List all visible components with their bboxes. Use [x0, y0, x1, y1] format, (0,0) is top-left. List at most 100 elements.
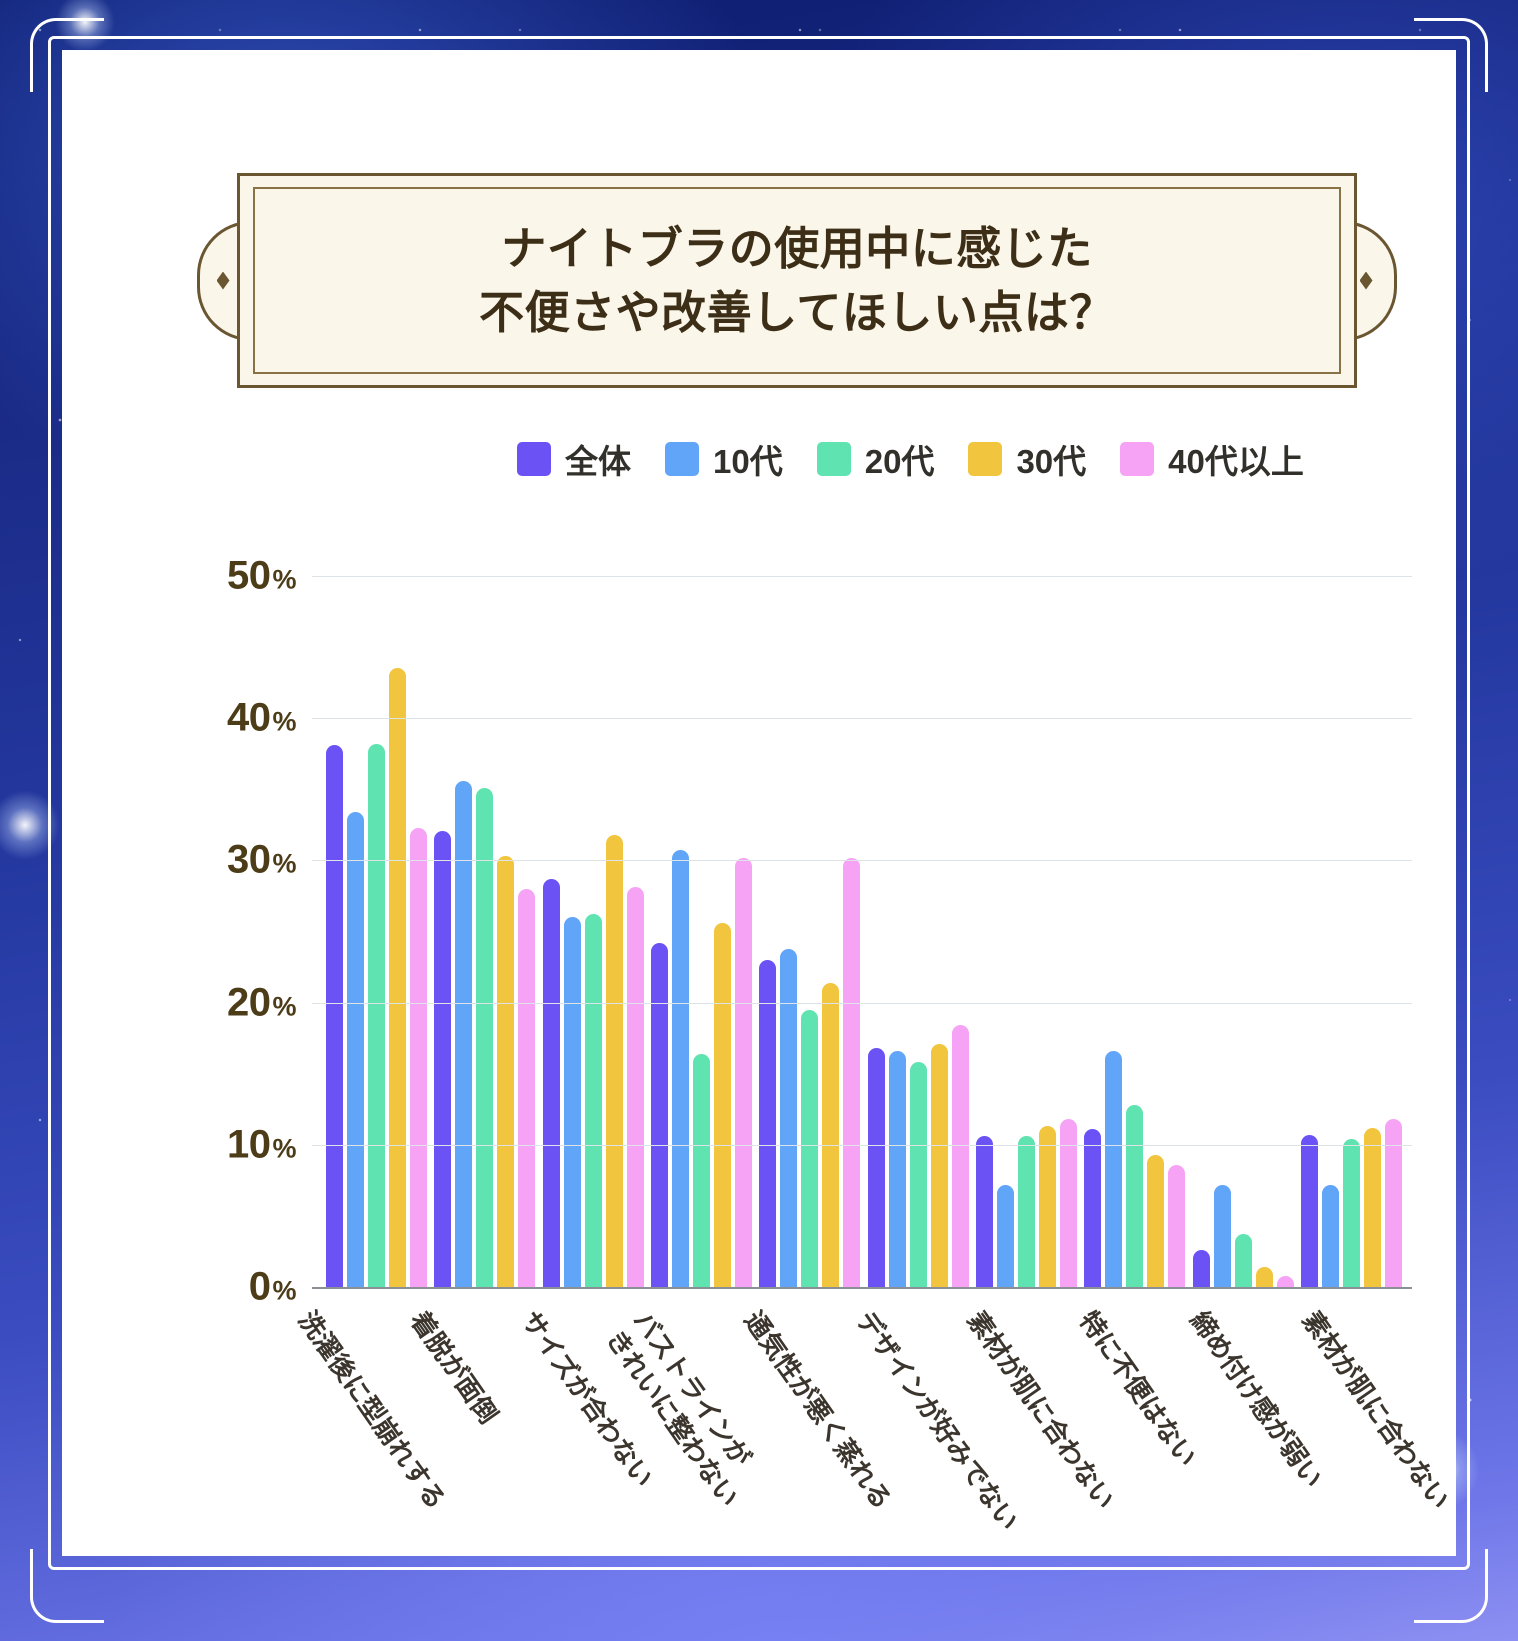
legend-label: 全体: [565, 443, 631, 480]
bar-7-3[interactable]: [1147, 1154, 1165, 1287]
bar-0-0[interactable]: [326, 745, 343, 1287]
bar-5-4[interactable]: [951, 1025, 969, 1287]
bar-1-3[interactable]: [497, 856, 515, 1287]
bar-5-3[interactable]: [930, 1043, 948, 1287]
bar-1-0[interactable]: [434, 830, 452, 1287]
bar-1-2[interactable]: [476, 787, 494, 1287]
bar-8-2[interactable]: [1234, 1234, 1252, 1287]
corner-ornament-top-left: [30, 18, 104, 92]
bar-0-4[interactable]: [410, 827, 427, 1287]
x-axis-label-1: 着脱が面倒: [403, 1305, 504, 1430]
chart-legend: 全体 10代 20代 30代 40代以上: [517, 435, 1304, 483]
x-axis-label-line: 特に不便はない: [1073, 1305, 1203, 1472]
bar-groups: [312, 505, 1412, 1287]
bar-chart: 0% 10% 20% 30% 40% 50%: [182, 505, 1412, 1309]
bar-7-4[interactable]: [1168, 1164, 1186, 1287]
bar-3-2[interactable]: [692, 1053, 710, 1287]
bar-4-0[interactable]: [759, 959, 777, 1287]
x-axis-label-line: 素材が肌に合わない: [1296, 1305, 1455, 1515]
plaque-inner-border: [253, 187, 1341, 374]
bar-3-0[interactable]: [650, 942, 668, 1287]
x-axis-label-7: 特に不便はない: [1072, 1305, 1203, 1473]
bar-8-3[interactable]: [1255, 1267, 1273, 1287]
plot-area: [312, 505, 1412, 1305]
bar-0-1[interactable]: [347, 812, 364, 1287]
bar-8-1[interactable]: [1213, 1184, 1231, 1287]
bar-4-4[interactable]: [843, 857, 861, 1287]
y-axis-tick-30: 30%: [226, 837, 297, 882]
bar-group-6: [975, 505, 1077, 1287]
bar-6-0[interactable]: [975, 1136, 993, 1287]
y-axis-tick-10: 10%: [226, 1122, 297, 1167]
y-axis-tick-50: 50%: [226, 553, 297, 598]
bar-8-0[interactable]: [1192, 1250, 1210, 1287]
bar-1-1[interactable]: [455, 780, 473, 1287]
legend-label: 40代以上: [1168, 443, 1304, 480]
bar-6-2[interactable]: [1017, 1136, 1035, 1287]
bar-3-3[interactable]: [713, 922, 731, 1287]
legend-item-3[interactable]: 30代: [968, 435, 1086, 483]
gridline-20: [312, 1002, 1412, 1004]
bar-group-0: [326, 505, 427, 1287]
bar-5-1[interactable]: [888, 1050, 906, 1287]
bar-4-1[interactable]: [780, 948, 798, 1287]
bar-group-4: [759, 505, 861, 1287]
y-axis-labels: 0% 10% 20% 30% 40% 50%: [182, 505, 302, 1309]
bar-2-2[interactable]: [584, 914, 602, 1287]
bar-7-1[interactable]: [1105, 1050, 1123, 1287]
bar-0-3[interactable]: [389, 668, 406, 1287]
corner-ornament-top-right: [1414, 18, 1488, 92]
corner-ornament-bottom-left: [30, 1549, 104, 1623]
bar-group-1: [434, 505, 536, 1287]
gridline-40: [312, 718, 1412, 720]
y-axis-tick-20: 20%: [226, 980, 297, 1025]
legend-item-4[interactable]: 40代以上: [1120, 435, 1304, 483]
y-axis-tick-40: 40%: [226, 695, 297, 740]
bar-9-0[interactable]: [1300, 1134, 1318, 1287]
bar-0-2[interactable]: [368, 743, 385, 1287]
bar-3-1[interactable]: [671, 850, 689, 1287]
bar-9-1[interactable]: [1321, 1184, 1339, 1287]
bar-group-5: [867, 505, 969, 1287]
bar-5-0[interactable]: [867, 1048, 885, 1287]
bar-9-2[interactable]: [1342, 1139, 1360, 1287]
bar-1-4[interactable]: [518, 888, 536, 1287]
gridline-30: [312, 860, 1412, 862]
legend-label: 30代: [1016, 443, 1087, 480]
bar-3-4[interactable]: [734, 857, 752, 1287]
title-plaque: ナイトブラの使用中に感じた 不便さや改善してほしい点は？: [197, 173, 1397, 388]
bar-2-3[interactable]: [605, 834, 623, 1287]
bar-9-3[interactable]: [1363, 1127, 1381, 1287]
bar-6-4[interactable]: [1059, 1119, 1077, 1287]
bar-6-1[interactable]: [996, 1184, 1014, 1287]
diamond-icon-right: [1359, 271, 1373, 290]
x-axis-label-line: 着脱が面倒: [404, 1305, 504, 1430]
y-axis-tick-0: 0%: [248, 1264, 297, 1309]
bar-2-0[interactable]: [542, 878, 560, 1287]
bar-9-4[interactable]: [1384, 1119, 1402, 1287]
bar-4-3[interactable]: [822, 982, 840, 1287]
bar-2-1[interactable]: [563, 917, 581, 1287]
legend-label: 10代: [713, 443, 783, 480]
x-axis-line: [312, 1287, 1412, 1289]
bar-7-2[interactable]: [1126, 1104, 1144, 1287]
legend-swatch-icon: [517, 442, 551, 476]
page-title-line-1: ナイトブラの使用中に感じた: [501, 222, 1093, 274]
bar-2-4[interactable]: [626, 887, 644, 1287]
chart-card: ナイトブラの使用中に感じた 不便さや改善してほしい点は？ 全体 10代 20代 30代…: [62, 50, 1456, 1556]
legend-swatch-icon: [968, 442, 1003, 476]
bar-8-4[interactable]: [1276, 1275, 1294, 1287]
legend-swatch-icon: [1120, 442, 1155, 476]
legend-item-2[interactable]: 20代: [816, 435, 934, 483]
bar-7-0[interactable]: [1084, 1129, 1102, 1287]
bar-5-2[interactable]: [909, 1062, 927, 1287]
page-title: ナイトブラの使用中に感じた 不便さや改善してほしい点は？: [237, 173, 1357, 388]
legend-item-1[interactable]: 10代: [665, 435, 783, 483]
legend-item-0[interactable]: 全体: [517, 435, 631, 483]
diamond-icon-left: [216, 271, 230, 290]
bar-group-9: [1300, 505, 1402, 1287]
bar-6-3[interactable]: [1038, 1126, 1056, 1287]
bar-4-2[interactable]: [801, 1009, 819, 1287]
bar-group-3: [650, 505, 752, 1287]
